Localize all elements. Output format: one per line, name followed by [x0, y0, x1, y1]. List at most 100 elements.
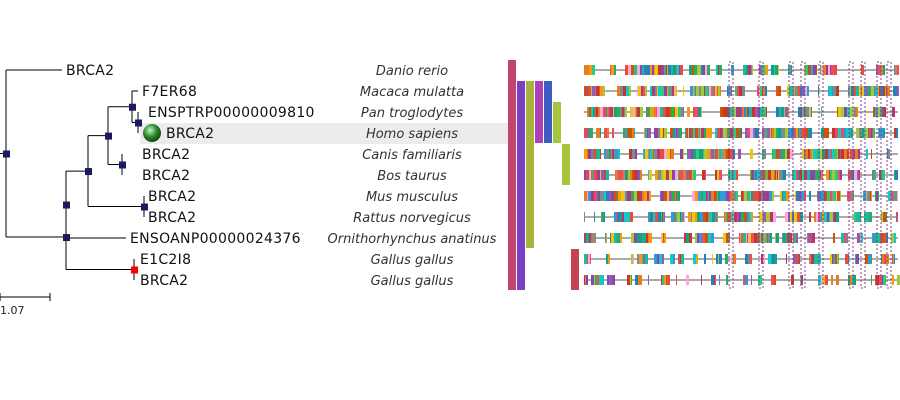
duplication-node[interactable] [131, 266, 138, 274]
scale-bar: 1.07 [0, 293, 51, 317]
conserved-column-marker [848, 61, 854, 289]
speciation-node[interactable] [3, 150, 10, 158]
clade-bar[interactable] [562, 144, 570, 185]
leaf-gene-label[interactable]: BRCA2 [166, 126, 214, 142]
speciation-node[interactable] [129, 103, 136, 111]
speciation-node[interactable] [63, 201, 70, 209]
alignment-residue [717, 65, 718, 75]
alignment-residue [624, 212, 627, 222]
alignment-residue [821, 170, 823, 180]
clade-bar[interactable] [508, 60, 516, 290]
alignment-residue [757, 86, 759, 96]
alignment-residue [838, 107, 841, 117]
alignment-residue [811, 233, 812, 243]
clade-bar[interactable] [553, 102, 561, 143]
speciation-node[interactable] [85, 168, 92, 176]
alignment-residue [695, 212, 697, 222]
leaf-gene-label[interactable]: E1C2I8 [140, 252, 191, 268]
leaf-gene-label[interactable]: BRCA2 [142, 168, 190, 184]
leaf-gene-label[interactable]: F7ER68 [142, 84, 197, 100]
alignment-residue [657, 107, 660, 117]
alignment-residue [658, 212, 661, 222]
alignment-residue [711, 233, 714, 243]
leaf-gene-label[interactable]: BRCA2 [148, 189, 196, 205]
alignment-residue [807, 233, 808, 243]
alignment-residue [752, 191, 753, 201]
alignment-residue [739, 107, 742, 117]
alignment-residue [836, 86, 839, 96]
alignment-residue [751, 275, 752, 285]
alignment-residue [749, 212, 751, 222]
alignment-residue [681, 254, 684, 264]
alignment-residue [882, 170, 885, 180]
alignment-residue [801, 191, 804, 201]
alignment-residue [884, 254, 886, 264]
alignment-residue [848, 170, 851, 180]
alignment-residue [637, 65, 640, 75]
leaf-gene-label[interactable]: BRCA2 [142, 147, 190, 163]
alignment-residue [587, 149, 588, 159]
alignment-residue [748, 254, 749, 264]
alignment-residue [699, 86, 701, 96]
alignment-residue [709, 128, 712, 138]
alignment-residue [584, 128, 587, 138]
clade-bar[interactable] [544, 81, 552, 143]
alignment-residue [723, 233, 726, 243]
alignment-residue [875, 86, 878, 96]
alignment-residue [585, 233, 586, 243]
alignment-residue [761, 191, 763, 201]
leaf-gene-label[interactable]: ENSPTRP00000009810 [148, 105, 315, 121]
alignment-residue [588, 254, 590, 264]
alignment-residue [618, 191, 621, 201]
leaf-gene-label[interactable]: BRCA2 [148, 210, 196, 226]
alignment-residue [620, 170, 623, 180]
alignment-residue [799, 254, 800, 264]
alignment-residue [599, 191, 600, 201]
alignment-residue [883, 212, 886, 222]
alignment-residue [735, 191, 736, 201]
alignment-residue [785, 107, 788, 117]
alignment-residue [630, 170, 632, 180]
alignment-residue [747, 212, 749, 222]
alignment-residue [805, 149, 808, 159]
alignment-residue [823, 275, 825, 285]
alignment-residue [844, 233, 847, 243]
leaf-gene-label[interactable]: BRCA2 [140, 273, 188, 289]
speciation-node[interactable] [105, 132, 112, 140]
clade-bar[interactable] [535, 81, 543, 143]
leaf-gene-label[interactable]: BRCA2 [66, 63, 114, 79]
alignment-residue [771, 128, 772, 138]
alignment-residue [821, 107, 822, 117]
alignment-residue [607, 275, 609, 285]
speciation-node[interactable] [63, 234, 70, 242]
alignment-residue [826, 65, 828, 75]
alignment-residue [596, 107, 598, 117]
alignment-residue [835, 254, 837, 264]
alignment-residue [601, 170, 604, 180]
alignment-residue [672, 170, 675, 180]
alignment-residue [625, 128, 627, 138]
alignment-residue [812, 149, 813, 159]
alignment-residue [644, 65, 647, 75]
alignment-residue [856, 128, 859, 138]
alignment-residue [825, 275, 828, 285]
alignment-residue [850, 149, 853, 159]
alignment-residue [765, 86, 767, 96]
leaf-gene-label[interactable]: ENSOANP00000024376 [130, 231, 301, 247]
alignment-residue [586, 170, 588, 180]
alignment-residue [748, 128, 750, 138]
alignment-residue [617, 191, 618, 201]
alignment-residue [584, 233, 585, 243]
clade-bar[interactable] [571, 249, 579, 290]
speciation-node[interactable] [135, 119, 142, 127]
alignment-residue [789, 86, 791, 96]
species-label: Bos taurus [377, 169, 447, 184]
conserved-column-marker [788, 61, 794, 289]
clade-bar[interactable] [526, 81, 534, 248]
alignment-residue [683, 107, 684, 117]
speciation-node[interactable] [141, 203, 148, 211]
alignment-residue [749, 107, 752, 117]
speciation-node[interactable] [119, 161, 126, 169]
clade-bar[interactable] [517, 81, 525, 290]
alignment-residue [595, 275, 597, 285]
